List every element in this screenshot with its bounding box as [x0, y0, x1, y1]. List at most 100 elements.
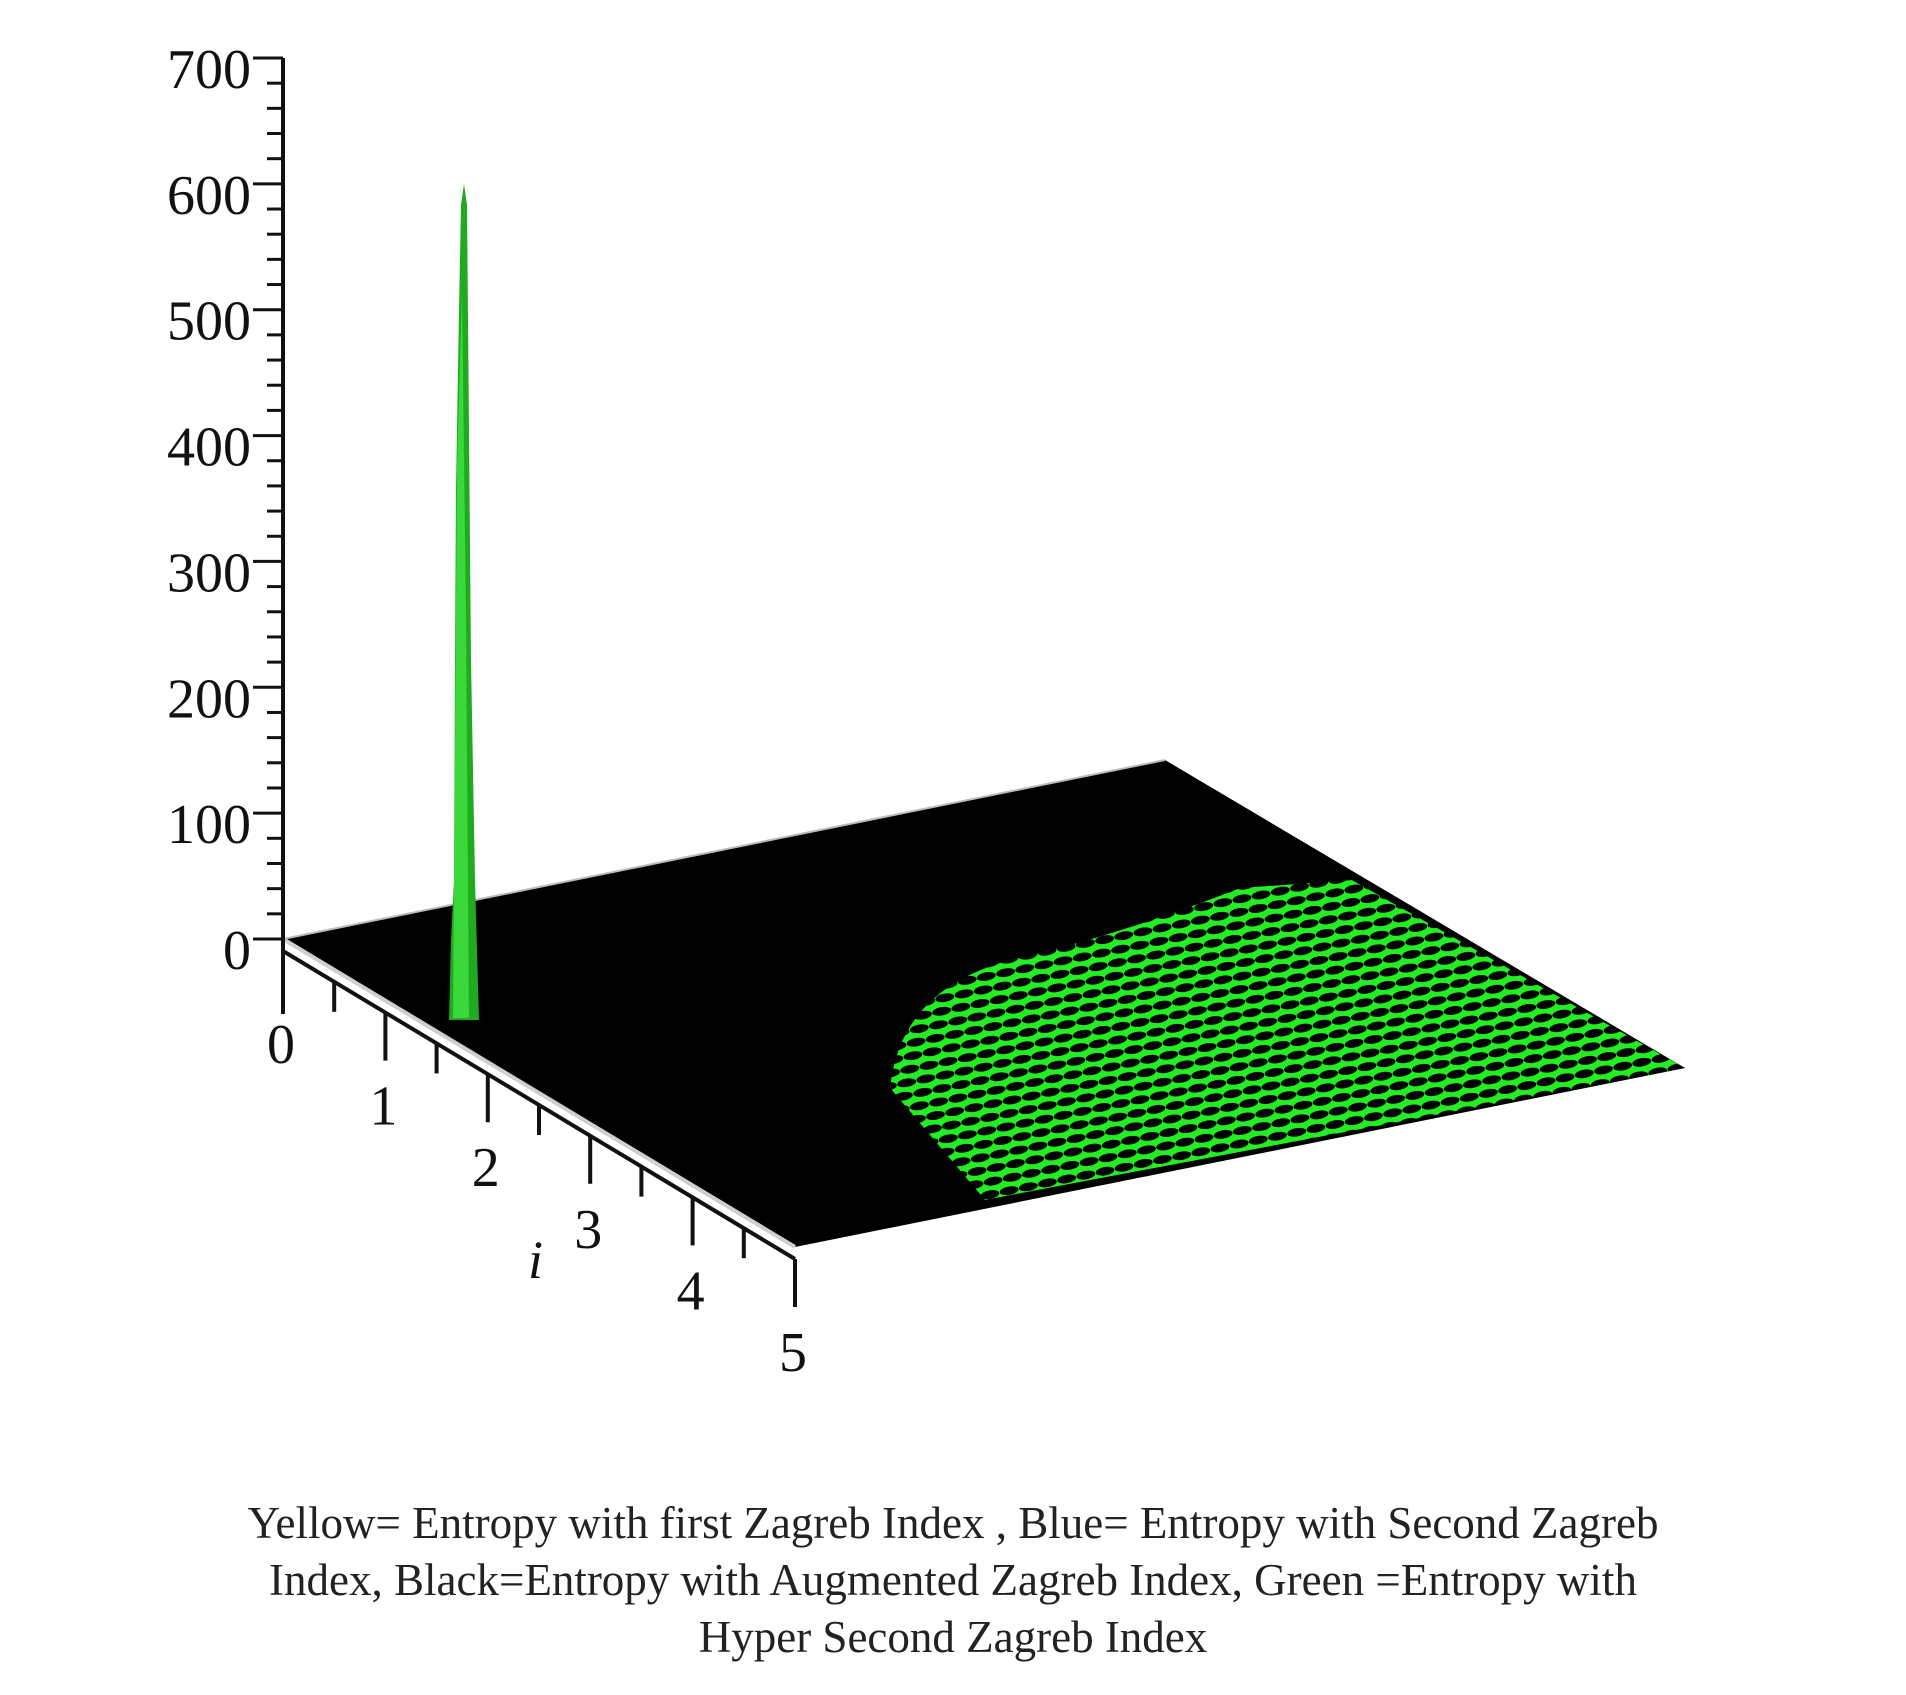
mesh-cell — [1056, 1020, 1076, 1030]
mesh-cell — [1325, 1120, 1345, 1129]
mesh-cell — [1168, 1087, 1188, 1097]
mesh-cell — [1204, 1016, 1223, 1025]
mesh-cell — [1514, 1017, 1533, 1027]
mesh-cell — [1261, 927, 1281, 937]
mesh-cell — [1137, 1145, 1156, 1155]
mesh-cell — [1536, 1000, 1556, 1009]
mesh-cell — [1034, 1114, 1054, 1124]
mesh-cell — [1060, 1161, 1080, 1170]
mesh-cell — [986, 1008, 1006, 1018]
mesh-cell — [1181, 1110, 1201, 1120]
mesh-cell — [1220, 1025, 1239, 1035]
mesh-cell — [1092, 1103, 1112, 1112]
mesh-cell — [1344, 1116, 1364, 1126]
mesh-cell — [1395, 1054, 1415, 1064]
mesh-cell — [1063, 1147, 1083, 1157]
mesh-cell — [1328, 1106, 1348, 1116]
mesh-cell — [1203, 938, 1223, 948]
mesh-cell — [1357, 984, 1377, 994]
mesh-cell — [1127, 954, 1146, 964]
mesh-cell — [1191, 1070, 1211, 1080]
mesh-cell — [1207, 1079, 1227, 1089]
mesh-cell — [1194, 1133, 1214, 1143]
mesh-cell — [1600, 1038, 1620, 1048]
mesh-cell — [1152, 1077, 1172, 1087]
mesh-cell — [1299, 996, 1319, 1006]
mesh-cell — [1578, 1055, 1597, 1065]
mesh-cell — [1498, 1007, 1517, 1017]
mesh-cell — [1389, 1081, 1409, 1091]
mesh-cell — [1408, 1000, 1428, 1010]
mesh-cell — [1188, 1083, 1207, 1093]
mesh-cell — [1283, 909, 1303, 919]
mesh-cell — [1268, 1131, 1287, 1141]
mesh-cell — [1200, 1029, 1220, 1039]
mesh-cell — [1213, 975, 1233, 985]
mesh-cell — [1072, 1029, 1092, 1039]
mesh-cell — [1184, 1097, 1204, 1107]
mesh-cell — [1325, 888, 1345, 898]
mesh-cell — [983, 1022, 1003, 1032]
mesh-cell — [1085, 975, 1105, 985]
mesh-cell — [1267, 977, 1287, 987]
mesh-cell — [1140, 1131, 1160, 1141]
mesh-cell — [1312, 942, 1332, 952]
caption-line-1: Yellow= Entropy with first Zagreb Index … — [247, 1498, 1659, 1548]
mesh-cell — [970, 1153, 990, 1163]
mesh-cell — [1008, 991, 1028, 1001]
mesh-cell — [1066, 1056, 1086, 1066]
mesh-cell — [1079, 1002, 1099, 1012]
mesh-cell — [1334, 925, 1354, 935]
mesh-cell — [990, 1149, 1009, 1159]
mesh-cell — [1108, 958, 1127, 968]
mesh-cell — [1242, 1085, 1262, 1095]
mesh-cell — [1267, 900, 1287, 910]
mesh-cell — [1079, 1079, 1099, 1089]
mesh-cell — [1280, 923, 1300, 933]
mesh-cell — [1328, 952, 1348, 962]
mesh-cell — [1098, 998, 1118, 1008]
mesh-cell — [1146, 1027, 1166, 1037]
mesh-cell — [1488, 971, 1508, 981]
mesh-cell — [1079, 1157, 1099, 1167]
mesh-cell — [1219, 948, 1239, 958]
mesh-cell — [1363, 957, 1383, 967]
mesh-cell — [1226, 921, 1245, 931]
mesh-cell — [1364, 1112, 1383, 1122]
mesh-cell — [1242, 1008, 1262, 1018]
mesh-cell — [1322, 1056, 1342, 1066]
mesh-cell — [1095, 1012, 1115, 1022]
mesh-cell — [1399, 1040, 1418, 1050]
mesh-cell — [1012, 1132, 1032, 1142]
mesh-cell — [1466, 1065, 1485, 1075]
mesh-cell — [1363, 1035, 1383, 1044]
mesh-cell — [1447, 1069, 1466, 1079]
mesh-cell — [1165, 946, 1185, 956]
mesh-cell — [1392, 990, 1412, 1000]
mesh-cell — [1270, 886, 1290, 896]
mesh-cell — [941, 1043, 961, 1053]
mesh-cell — [1261, 1004, 1281, 1014]
mesh-cell — [1360, 894, 1380, 904]
mesh-cell — [1293, 946, 1313, 956]
mesh-cell — [1136, 991, 1156, 1000]
i-tick-label: 0 — [267, 1014, 295, 1076]
mesh-cell — [942, 1120, 961, 1130]
mesh-cell — [1181, 956, 1201, 966]
mesh-cell — [1117, 1072, 1137, 1082]
mesh-cell — [1271, 963, 1290, 973]
mesh-cell — [974, 1139, 993, 1149]
mesh-cell — [1076, 1093, 1096, 1103]
mesh-cell — [1383, 1031, 1402, 1041]
mesh-cell — [1287, 1050, 1306, 1060]
mesh-cell — [1006, 1159, 1025, 1169]
mesh-cell — [993, 1136, 1012, 1145]
mesh-cell — [1089, 1116, 1108, 1126]
mesh-cell — [1530, 1027, 1549, 1036]
mesh-cell — [1453, 1042, 1473, 1052]
mesh-cell — [1111, 1021, 1131, 1031]
mesh-cell — [1386, 940, 1405, 950]
mesh-cell — [1494, 1021, 1514, 1031]
mesh-cell — [1347, 1025, 1367, 1035]
mesh-cell — [1012, 977, 1031, 987]
